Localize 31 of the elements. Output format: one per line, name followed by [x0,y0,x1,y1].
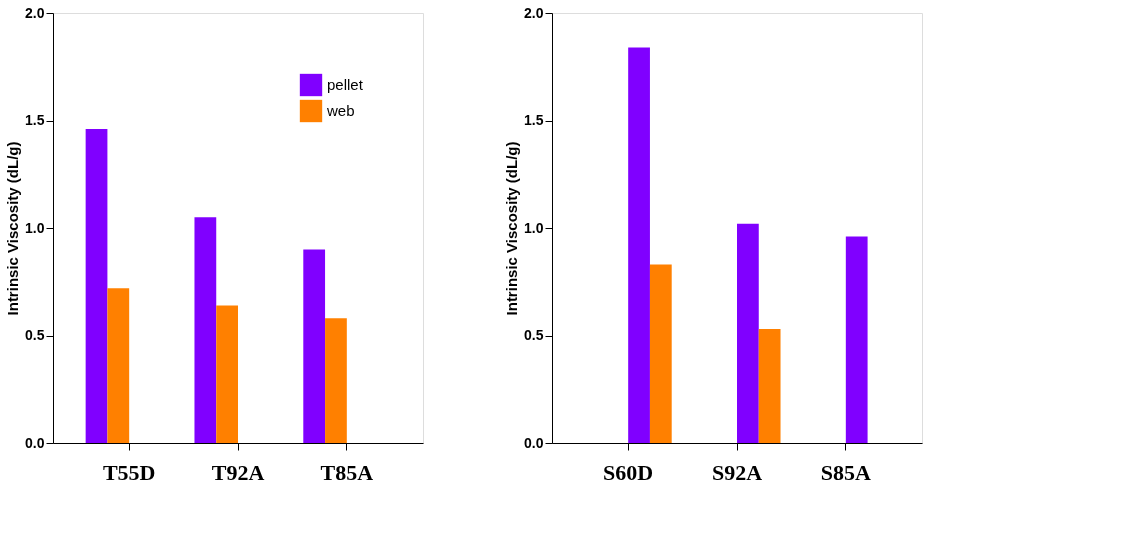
x-tick-label: T55D [102,459,156,485]
bar [737,223,759,443]
y-tick-label: 1.0 [524,219,544,236]
y-tick-label: 0.0 [524,434,544,451]
y-tick-label: 0.5 [524,327,544,343]
y-tick-label: 2.0 [524,4,544,21]
bar [845,236,868,443]
x-tick-label: S60D [603,459,654,485]
x-tick-label: T85A [320,459,374,485]
y-tick-label: 1.0 [25,219,45,236]
bar [216,305,238,443]
y-tick-label: 1.5 [25,112,45,128]
bar [85,129,108,443]
y-tick-label: 2.0 [25,4,45,21]
legend-label: pellet [327,76,364,93]
y-tick-label: 1.5 [524,112,544,128]
x-tick-label: S85A [820,459,871,485]
x-tick-label: T92A [211,459,265,485]
legend-label: web [326,102,355,119]
x-tick-label: S92A [711,459,763,485]
bar [107,288,130,443]
bar [628,47,650,443]
bar [194,217,217,443]
y-tick-label: 0.0 [25,434,45,451]
bar [758,329,781,443]
bar [325,318,347,443]
bar [649,264,672,443]
y-axis-title: Intrinsic Viscosity (dL/g) [4,141,22,316]
bar [303,249,326,443]
y-tick-label: 0.5 [25,327,45,343]
y-axis-title: Intrinsic Viscosity (dL/g) [503,141,521,316]
